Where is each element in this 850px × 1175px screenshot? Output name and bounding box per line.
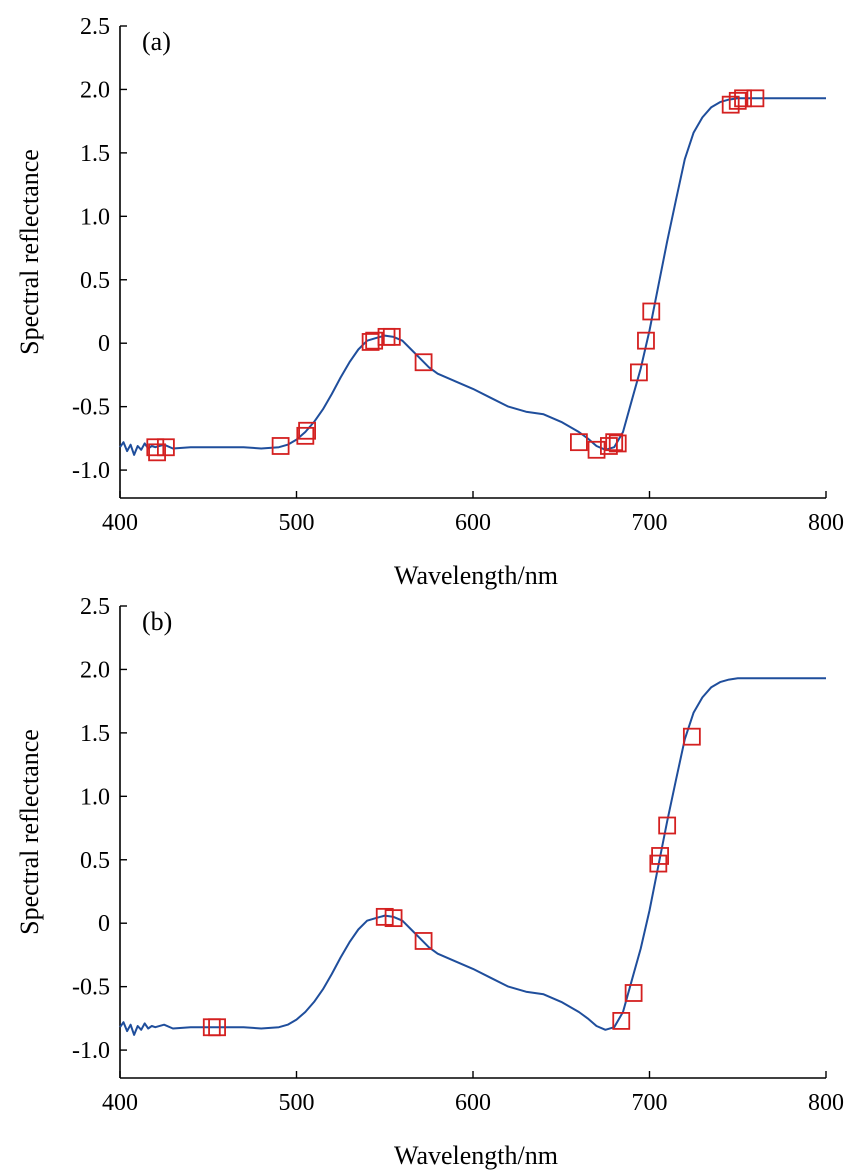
x-tick-label: 700 [632,1090,668,1116]
selected-band-marker [365,331,384,350]
x-tick-label: 600 [455,1090,491,1116]
y-tick-label: 2.0 [80,657,110,683]
selected-band-marker [296,426,315,445]
selected-band-marker [156,438,175,457]
y-tick-label: 1.0 [80,784,110,810]
x-tick-label: 800 [808,510,844,536]
x-tick-label: 700 [632,510,668,536]
y-tick-label: 2.5 [80,14,110,40]
x-tick-label: 800 [808,1090,844,1116]
selected-band-marker [382,327,401,346]
x-tick-label: 500 [279,1090,315,1116]
x-tick-label: 500 [279,510,315,536]
selected-band-marker [630,363,648,382]
selected-band-marker [271,437,290,455]
panel-label: (a) [142,27,171,56]
selected-band-marker [570,433,588,452]
selected-band-marker [414,353,433,372]
x-tick-label: 600 [455,510,491,536]
selected-band-marker [298,421,316,440]
selected-band-marker [414,932,433,950]
panel-label: (b) [142,607,172,636]
selected-band-marker [682,727,701,746]
x-axis-title: Wavelength/nm [394,1141,558,1170]
selected-band-marker [728,91,747,110]
y-tick-label: 0.5 [80,848,110,874]
selected-band-marker [637,331,655,350]
selected-band-marker [208,1018,226,1037]
selected-band-marker [608,434,627,453]
selected-band-marker [734,89,752,108]
y-axis-title: Spectral reflectance [15,729,44,935]
y-axis-title: Spectral reflectance [15,149,44,355]
y-tick-label: 0.5 [80,268,110,294]
y-tick-label: 0 [98,911,110,937]
selected-band-marker [146,438,165,457]
y-tick-label: -0.5 [72,395,110,421]
panel-b: -1.0 -0.5 0 0.5 1.0 1.5 2.0 2.5 400 500 600 700 800 W… [15,594,844,1170]
panel-a: -1.0 -0.5 0 0.5 1.0 1.5 2.0 2.5 400 500 600 700 800 W… [15,14,844,590]
spectrum-line [119,677,826,1036]
selected-band-marker [721,95,740,114]
y-tick-label: 2.5 [80,594,110,620]
x-tick-label: 400 [102,510,138,536]
y-tick-label: 2.0 [80,77,110,103]
y-tick-label: -1.0 [72,1038,110,1064]
y-tick-label: -0.5 [72,975,110,1001]
selected-band-marker [624,984,643,1002]
x-axis-title: Wavelength/nm [394,561,558,590]
selected-band-marker [658,816,677,835]
x-tick-label: 400 [102,1090,138,1116]
selected-band-marker [384,909,403,928]
selected-band-marker [651,847,669,865]
selected-band-marker [746,89,765,108]
spectrum-line [119,97,826,456]
y-tick-label: -1.0 [72,458,110,484]
selected-band-marker [642,302,661,321]
y-tick-label: 1.5 [80,721,110,747]
selected-band-marker [587,440,606,459]
y-tick-label: 0 [98,331,110,357]
y-tick-label: 1.0 [80,204,110,230]
y-tick-label: 1.5 [80,141,110,167]
selected-band-marker [605,433,624,452]
selected-band-marker [612,1012,631,1030]
